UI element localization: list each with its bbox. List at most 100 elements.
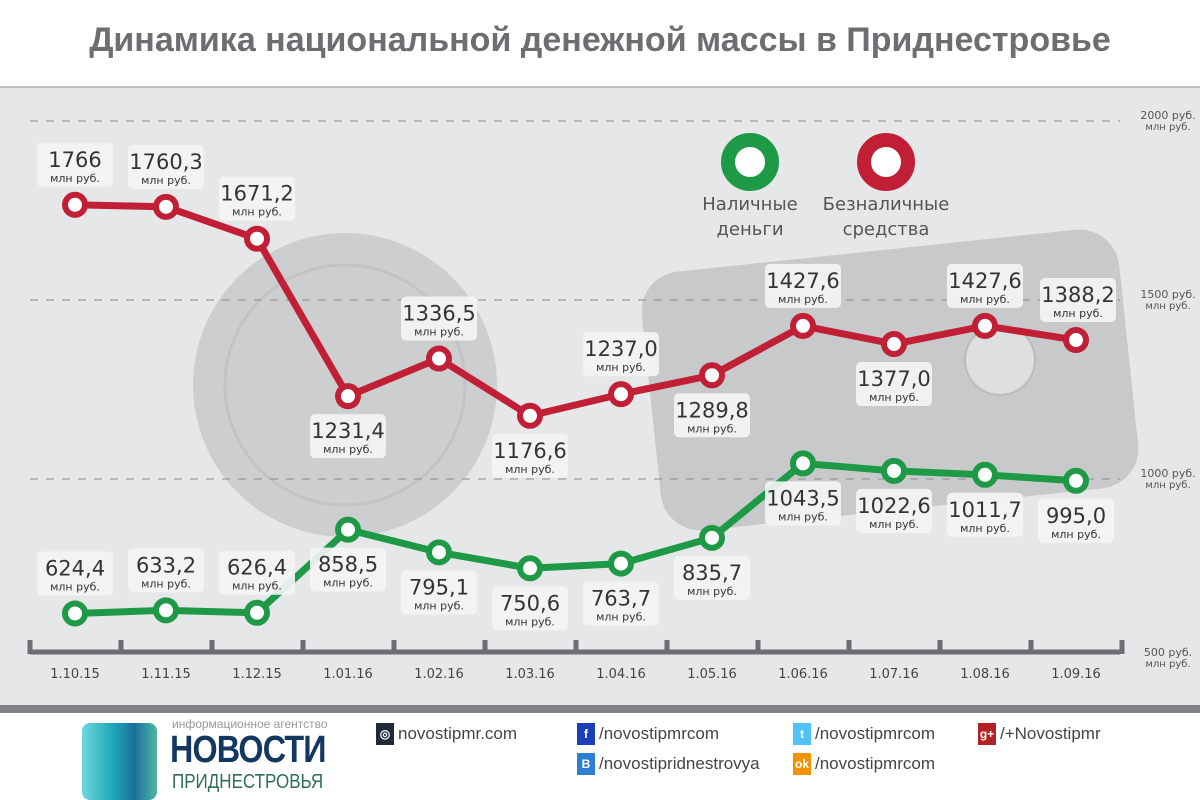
brand-name: НОВОСТИ xyxy=(170,729,326,771)
google-plus-icon: g+ xyxy=(978,723,996,745)
x-tick-label: 1.02.16 xyxy=(414,667,464,682)
data-label-box xyxy=(1040,278,1116,323)
x-tick-label: 1.11.15 xyxy=(141,667,191,682)
series-line xyxy=(74,201,1077,420)
data-point xyxy=(1063,327,1089,354)
data-point xyxy=(608,381,634,408)
data-label-unit: млн руб. xyxy=(414,326,464,339)
gplus-link[interactable]: g+/+Novostipmr xyxy=(978,723,1101,745)
data-label-value: 1427,6 xyxy=(948,269,1021,293)
data-label-value: 1427,6 xyxy=(766,269,839,293)
data-label-value: 1388,2 xyxy=(1041,283,1114,307)
data-label-value: 858,5 xyxy=(318,553,378,577)
y-tick-label: 1500 руб. xyxy=(1140,288,1195,301)
site-text: novostipmr.com xyxy=(398,724,518,743)
data-label-box xyxy=(947,492,1023,537)
facebook-text: /novostipmrcom xyxy=(599,724,719,743)
x-tick-label: 1.05.16 xyxy=(687,667,737,682)
x-tick-label: 1.06.16 xyxy=(778,667,828,682)
data-label-box xyxy=(310,547,386,592)
twitter-icon: t xyxy=(793,723,811,745)
data-label-box xyxy=(310,414,386,459)
x-tick-label: 1.07.16 xyxy=(869,667,919,682)
data-label-value: 1289,8 xyxy=(675,398,748,422)
data-label-value: 1011,7 xyxy=(948,498,1021,522)
vk-icon: B xyxy=(577,753,595,775)
legend-label: Наличные xyxy=(702,194,797,215)
y-tick-unit: млн руб. xyxy=(1145,122,1190,133)
data-point xyxy=(426,539,452,566)
facebook-link[interactable]: f/novostipmrcom xyxy=(577,723,719,745)
data-label-unit: млн руб. xyxy=(687,422,737,435)
facebook-icon: f xyxy=(577,723,595,745)
data-label-box xyxy=(583,332,659,377)
data-point xyxy=(699,362,725,389)
data-point xyxy=(62,600,88,627)
data-label-unit: млн руб. xyxy=(1051,528,1101,541)
data-point xyxy=(153,193,179,220)
data-label-value: 1231,4 xyxy=(311,419,384,443)
site-link[interactable]: ◎ novostipmr.com xyxy=(376,723,517,745)
y-tick-label: 2000 руб. xyxy=(1140,109,1195,122)
x-tick-label: 1.10.15 xyxy=(50,667,100,682)
data-label-unit: млн руб. xyxy=(414,599,464,612)
data-label-unit: млн руб. xyxy=(323,577,373,590)
data-label-box xyxy=(765,263,841,308)
y-tick-label: 500 руб. xyxy=(1144,646,1192,659)
data-label-box xyxy=(674,393,750,438)
data-point xyxy=(153,597,179,624)
news-logo xyxy=(82,723,157,800)
data-label-value: 1336,5 xyxy=(402,302,475,326)
data-point xyxy=(426,345,452,372)
data-label-unit: млн руб. xyxy=(687,585,737,598)
data-point xyxy=(972,461,998,488)
x-tick-label: 1.09.16 xyxy=(1051,667,1101,682)
x-tick-label: 1.01.16 xyxy=(323,667,373,682)
data-point xyxy=(335,383,361,410)
data-point xyxy=(699,524,725,551)
data-label-value: 624,4 xyxy=(45,556,105,580)
x-tick-label: 1.03.16 xyxy=(505,667,555,682)
data-label-value: 1671,2 xyxy=(220,182,293,206)
globe-icon: ◎ xyxy=(376,723,394,745)
data-label-value: 1043,5 xyxy=(766,486,839,510)
gplus-text: /+Novostipmr xyxy=(1000,724,1101,743)
data-label-value: 1766 xyxy=(48,148,101,172)
data-label-box xyxy=(492,433,568,478)
data-label-box xyxy=(856,488,932,533)
chart-title: Динамика национальной денежной массы в П… xyxy=(89,21,1111,59)
vk-link[interactable]: B/novostipridnestrovya xyxy=(577,753,760,775)
brand-region: ПРИДНЕСТРОВЬЯ xyxy=(172,771,324,793)
data-label-value: 1176,6 xyxy=(493,439,566,463)
data-label-box xyxy=(219,176,295,221)
series-line xyxy=(74,459,1077,617)
legend-label: деньги xyxy=(716,219,783,240)
y-tick-unit: млн руб. xyxy=(1145,480,1190,491)
data-label-value: 763,7 xyxy=(591,587,651,611)
data-label-unit: млн руб. xyxy=(778,293,828,306)
ok-link[interactable]: ok/novostipmrcom xyxy=(793,753,935,775)
y-tick-unit: млн руб. xyxy=(1145,659,1190,670)
data-label-box xyxy=(947,263,1023,308)
data-label-unit: млн руб. xyxy=(505,463,555,476)
data-point xyxy=(881,331,907,358)
data-label-unit: млн руб. xyxy=(50,580,100,593)
data-label-value: 633,2 xyxy=(136,553,196,577)
data-point xyxy=(1063,467,1089,494)
vk-text: /novostipridnestrovya xyxy=(599,754,760,773)
data-label-box xyxy=(765,481,841,526)
data-label-unit: млн руб. xyxy=(1053,307,1103,320)
data-point xyxy=(881,457,907,484)
data-label-value: 626,4 xyxy=(227,556,287,580)
data-label-unit: млн руб. xyxy=(232,206,282,219)
data-label-box xyxy=(37,551,113,596)
data-label-unit: млн руб. xyxy=(50,172,100,185)
data-point xyxy=(517,555,543,582)
data-label-box xyxy=(583,581,659,626)
data-point xyxy=(608,550,634,577)
x-tick-label: 1.04.16 xyxy=(596,667,646,682)
twitter-link[interactable]: t/novostipmrcom xyxy=(793,723,935,745)
legend-label: Безналичные xyxy=(823,194,950,215)
data-label-unit: млн руб. xyxy=(141,174,191,187)
